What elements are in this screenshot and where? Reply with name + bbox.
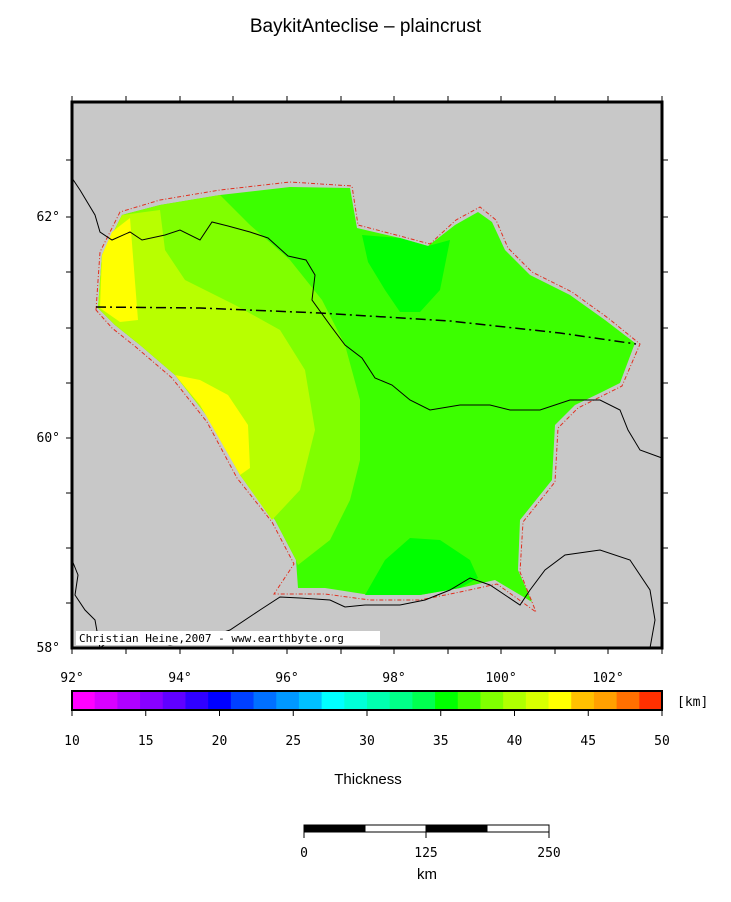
scale-bar (303, 824, 550, 838)
lon-label-92: 92° (60, 671, 83, 686)
colorbar-tick-label: 10 (64, 734, 80, 749)
lon-label-94: 94° (168, 671, 191, 686)
scale-label-250: 250 (537, 846, 560, 861)
map-title: BaykitAnteclise – plaincrust (249, 16, 482, 37)
colorbar-swatch (367, 691, 391, 710)
colorbar-swatch (253, 691, 277, 710)
credit-box (76, 631, 380, 645)
colorbar-label: Thickness (334, 771, 402, 788)
colorbar-swatch (230, 691, 255, 710)
colorbar-tick-label: 25 (285, 734, 301, 749)
colorbar-swatch (94, 691, 118, 710)
coast-west (71, 559, 101, 649)
section-line (95, 306, 637, 345)
colorbar-tick-label: 30 (359, 734, 375, 749)
colorbar-swatch (639, 691, 663, 710)
credit-text: Christian Heine,2007 - www.earthbyte.org (79, 632, 344, 645)
colorbar-swatch (72, 691, 96, 710)
colorbar-swatch (321, 691, 345, 710)
colorbar-swatch (548, 691, 572, 710)
colorbar-tick-label: 45 (580, 734, 596, 749)
colorbar-swatch (117, 691, 141, 710)
scale-label-125: 125 (414, 846, 437, 861)
map-frame (70, 100, 664, 650)
colorbar-swatch (412, 691, 436, 710)
colorbar-tick-label: 40 (507, 734, 523, 749)
lon-label-96: 96° (275, 671, 298, 686)
colorbar-ticks: 10 15 20 25 30 35 40 45 50 (64, 710, 670, 749)
colorbar-swatch (457, 691, 481, 710)
lon-label-100: 100° (485, 671, 516, 686)
lat-label-58: 58° (37, 641, 60, 656)
colorbar-tick-label: 35 (433, 734, 449, 749)
thickness-field (98, 187, 635, 602)
colorbar-swatch (298, 691, 323, 710)
colorbar-tick-label: 15 (138, 734, 154, 749)
colorbar-swatch (480, 691, 504, 710)
lon-label-102: 102° (592, 671, 623, 686)
province-outline (95, 181, 641, 614)
colorbar-swatch (162, 691, 186, 710)
lat-label-60: 60° (37, 431, 60, 446)
colorbar-swatch (389, 691, 413, 710)
colorbar-swatch (276, 691, 300, 710)
colorbar-swatch (140, 691, 164, 710)
lat-ticks (66, 159, 668, 604)
colorbar-swatch (344, 691, 368, 710)
scale-label-0: 0 (300, 846, 308, 861)
colorbar-swatch (503, 691, 527, 710)
colorbar-swatch (208, 691, 232, 710)
colorbar-tick-label: 20 (212, 734, 228, 749)
colorbar-swatch (185, 691, 209, 710)
river-line (71, 177, 663, 459)
colorbar-swatch (616, 691, 640, 710)
lat-label-62: 62° (37, 210, 60, 225)
lon-label-98: 98° (382, 671, 405, 686)
colorbar-swatch (435, 691, 459, 710)
colorbar-unit: [km] (677, 695, 708, 710)
colorbar-swatch (593, 691, 618, 710)
colorbar-swatch (525, 691, 550, 710)
colorbar-swatch (571, 691, 595, 710)
scale-unit: km (417, 866, 437, 883)
colorbar (72, 691, 663, 710)
lon-ticks (71, 96, 663, 654)
colorbar-tick-label: 50 (654, 734, 670, 749)
